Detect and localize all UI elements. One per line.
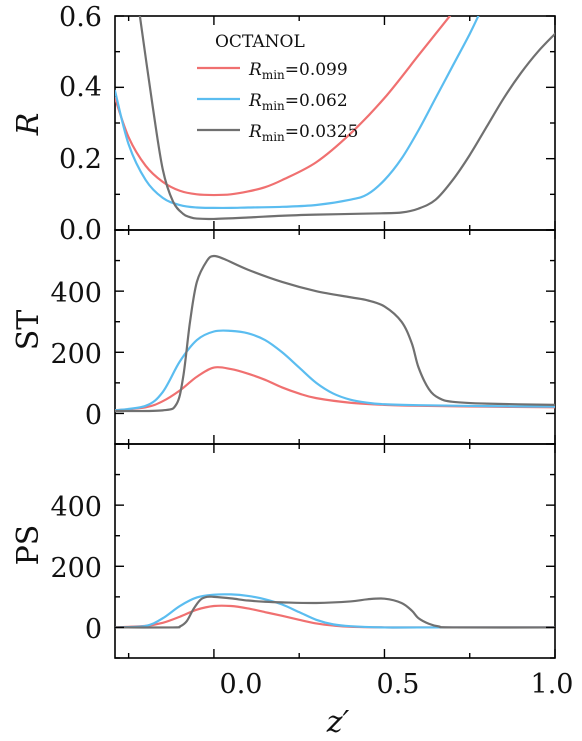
r-ytick-label: 0.4 [59, 72, 102, 103]
x-axis-label: z′ [326, 705, 350, 740]
r-ylabel: R [11, 113, 46, 137]
r-ytick-label: 0.0 [59, 215, 102, 246]
st-series-line-gray [115, 254, 555, 413]
axis-ticks [115, 15, 556, 659]
xtick-label: 0.0 [220, 669, 263, 700]
r-series-line-gray [138, 16, 555, 221]
r-ytick-label: 0.2 [59, 144, 102, 175]
legend-entry: Rmin=0.062 [248, 91, 348, 113]
xtick-label: 1.0 [531, 669, 574, 700]
st-ytick-label: 400 [50, 278, 102, 309]
legend-title: OCTANOL [215, 32, 305, 52]
panel-ps-series [115, 593, 555, 629]
legend-entry: Rmin=0.0325 [248, 122, 359, 144]
ps-ytick-label: 400 [50, 492, 102, 523]
panel-r-series [115, 16, 555, 221]
panel-st-frame [114, 229, 556, 445]
r-series-line-red [115, 16, 452, 197]
ps-ytick-label: 200 [50, 553, 102, 584]
legend: OCTANOL Rmin=0.099 Rmin=0.062 Rmin=0.032… [197, 32, 359, 144]
st-ytick-label: 0 [85, 400, 102, 431]
ps-series-line-blue [115, 593, 555, 629]
r-series-line-blue [115, 16, 480, 210]
r-ytick-label: 0.6 [59, 2, 102, 33]
legend-entry: Rmin=0.099 [248, 60, 348, 82]
st-ytick-label: 200 [50, 339, 102, 370]
st-series-line-blue [115, 329, 555, 412]
ps-series-line-gray [115, 595, 555, 629]
ps-ylabel: PS [11, 525, 46, 566]
panel-ps-frame [114, 443, 556, 659]
ps-ytick-label: 0 [85, 614, 102, 645]
xtick-label: 0.5 [377, 669, 420, 700]
st-ylabel: ST [11, 310, 46, 351]
panel-st-series [115, 254, 555, 413]
